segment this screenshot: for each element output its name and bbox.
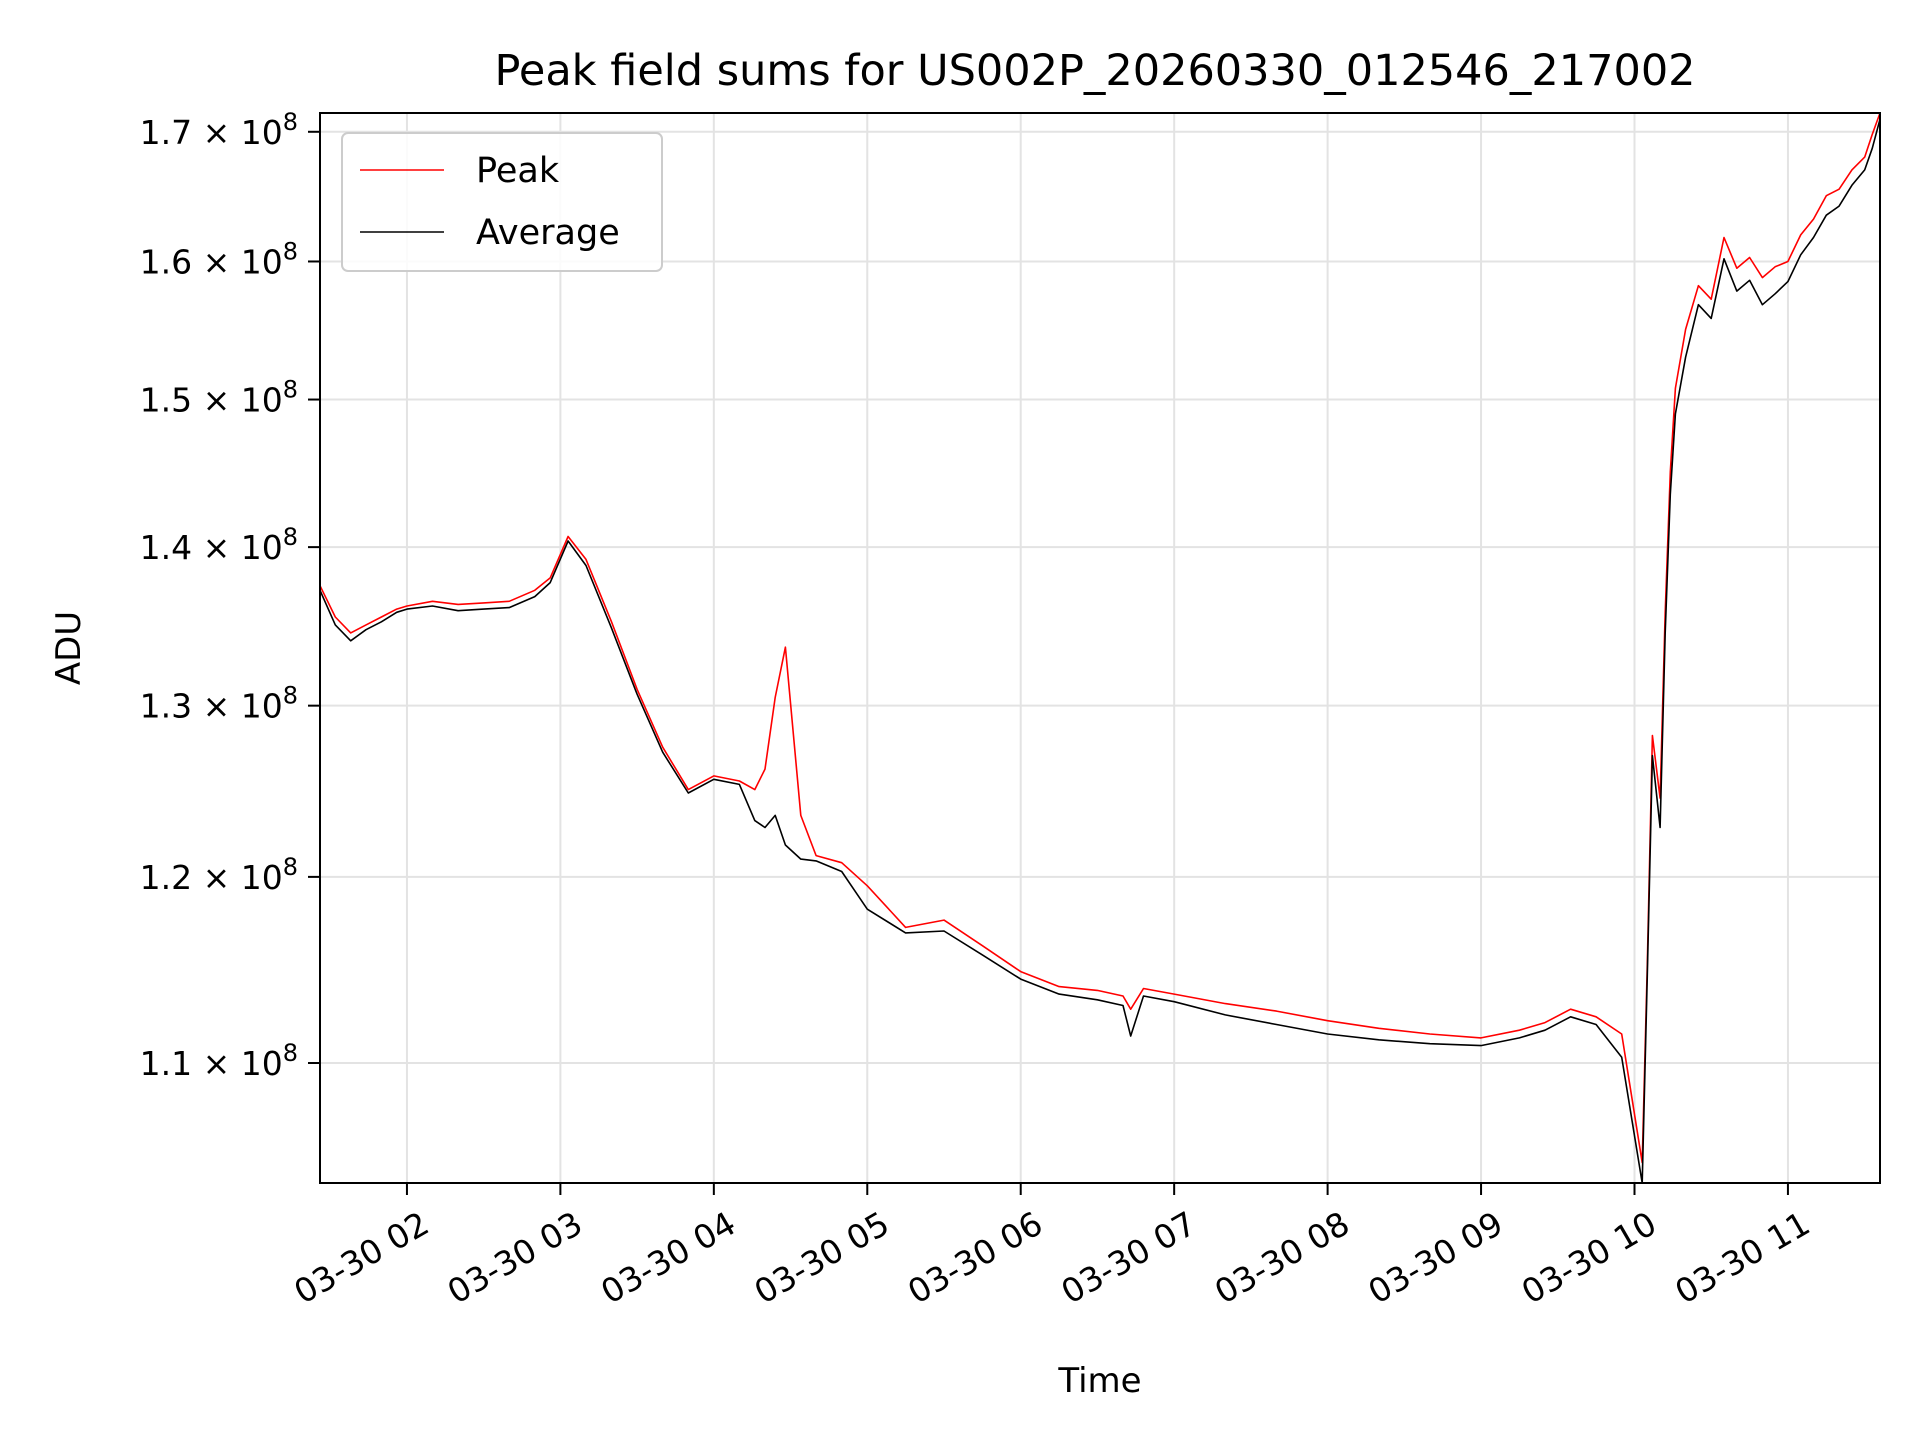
y-tick-label: 1.1 × 108 (140, 1039, 298, 1083)
y-tick-label: 1.4 × 108 (140, 523, 298, 567)
y-tick-label: 1.2 × 108 (140, 853, 298, 897)
legend-label-peak: Peak (476, 151, 560, 191)
y-axis-label: ADU (49, 611, 89, 685)
plot-frame (319, 112, 1881, 1184)
y-tick-label: 1.6 × 108 (140, 237, 298, 281)
legend: Peak Average (341, 132, 663, 272)
y-tick-label: 1.5 × 108 (140, 376, 298, 420)
y-axis: 1.1 × 108 1.2 × 108 1.3 × 108 1.4 × 108 1.5 … (140, 108, 320, 1083)
legend-box (341, 132, 663, 272)
legend-label-average: Average (476, 213, 620, 253)
series-line-peak (319, 112, 1881, 1164)
chart-title: Peak field sums for US002P_20260330_0125… (494, 46, 1695, 96)
y-tick-label: 1.3 × 108 (140, 682, 298, 726)
x-axis-label: Time (1057, 1361, 1141, 1401)
series-line-average (319, 118, 1881, 1184)
y-tick-label: 1.7 × 108 (140, 108, 298, 152)
plot-area (319, 112, 1881, 1184)
